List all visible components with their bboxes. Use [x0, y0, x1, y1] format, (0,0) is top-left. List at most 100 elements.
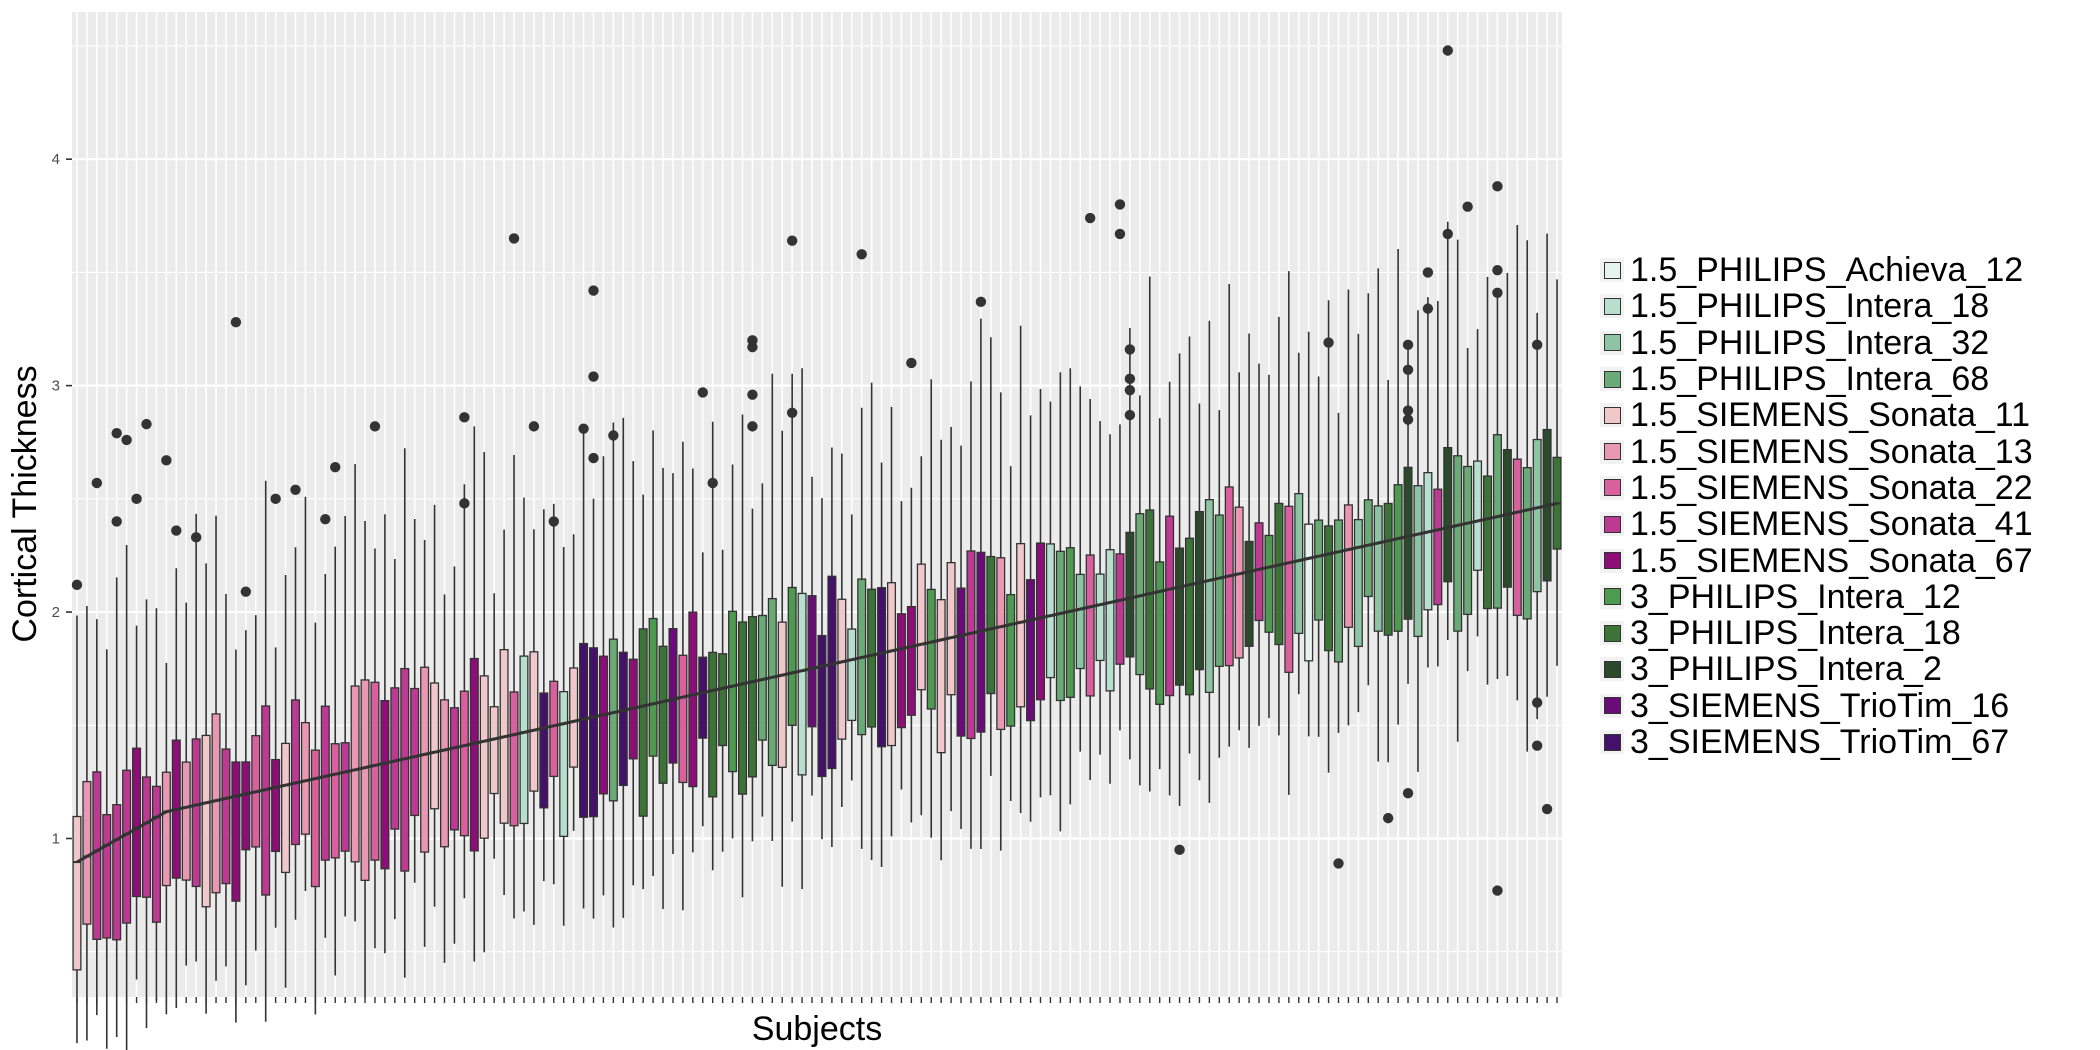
legend-label: 3_PHILIPS_Intera_18 — [1630, 614, 1961, 653]
outlier-point — [1402, 788, 1414, 799]
box — [1085, 554, 1095, 697]
y-tick-label: 3 — [52, 378, 60, 395]
outlier-point — [1402, 364, 1414, 375]
outlier-point — [459, 498, 470, 509]
box — [737, 621, 748, 795]
legend-swatch — [1603, 624, 1621, 642]
box — [787, 586, 797, 726]
box — [241, 761, 251, 851]
y-tick-label: 1 — [52, 830, 60, 847]
outlier-point — [1492, 181, 1503, 192]
legend-swatch — [1603, 733, 1621, 751]
box — [1095, 573, 1105, 662]
outlier-point — [121, 434, 132, 446]
box — [221, 748, 231, 885]
legend-swatch — [1603, 515, 1621, 533]
box — [102, 814, 112, 939]
box — [201, 734, 211, 908]
box — [1065, 547, 1075, 698]
box — [1145, 509, 1155, 690]
legend-key — [1600, 657, 1624, 682]
box — [867, 588, 877, 728]
legend-item: 3_PHILIPS_Intera_12 — [1600, 579, 2033, 615]
box — [827, 575, 837, 770]
legend-key — [1600, 330, 1624, 355]
box — [1532, 438, 1542, 593]
box — [1006, 593, 1016, 727]
legend-item: 3_SIEMENS_TrioTim_67 — [1600, 724, 2033, 760]
outlier-point — [608, 430, 619, 441]
outlier-point — [1382, 812, 1394, 824]
box — [1244, 540, 1254, 647]
outlier-point — [91, 477, 103, 489]
box — [1443, 446, 1453, 583]
outlier-point — [906, 357, 917, 369]
outlier-point — [131, 493, 142, 505]
box — [1294, 492, 1304, 635]
box — [1254, 522, 1264, 622]
outlier-point — [171, 525, 182, 536]
median-trend-line — [76, 501, 1558, 864]
outlier-point — [330, 461, 341, 473]
box — [400, 667, 410, 872]
box — [420, 666, 430, 853]
outlier-point — [1402, 405, 1414, 416]
outlier-point — [747, 389, 758, 400]
box — [509, 691, 519, 827]
box — [1403, 466, 1413, 620]
legend-key — [1600, 621, 1624, 646]
outlier-point — [190, 532, 202, 543]
legend-item: 3_PHILIPS_Intera_18 — [1600, 615, 2033, 651]
outlier-point — [111, 427, 122, 439]
outlier-point — [71, 579, 83, 591]
outlier-point — [369, 421, 381, 432]
legend-swatch — [1603, 334, 1621, 352]
box — [1055, 550, 1065, 702]
legend-label: 3_PHILIPS_Intera_2 — [1630, 650, 1942, 689]
box — [380, 699, 390, 870]
box — [1016, 542, 1026, 708]
box — [1105, 549, 1115, 692]
legend-swatch — [1603, 697, 1621, 715]
box — [966, 550, 976, 740]
box — [847, 628, 857, 722]
legend-label: 3_SIEMENS_TrioTim_67 — [1630, 723, 2010, 761]
box — [777, 621, 787, 768]
legend-item: 1.5_SIEMENS_Sonata_41 — [1600, 506, 2033, 542]
legend: 1.5_PHILIPS_Achieva_12 1.5_PHILIPS_Intera… — [1600, 252, 2033, 760]
box — [1393, 484, 1403, 632]
outlier-point — [270, 493, 281, 505]
box — [1433, 488, 1443, 606]
box — [747, 616, 757, 778]
box — [261, 705, 271, 896]
box — [1343, 504, 1353, 628]
outlier-point — [1333, 858, 1344, 869]
outlier-point — [588, 452, 599, 464]
legend-label: 1.5_SIEMENS_Sonata_13 — [1630, 432, 2033, 471]
legend-item: 1.5_SIEMENS_Sonata_11 — [1600, 397, 2033, 433]
outlier-point — [1531, 339, 1543, 351]
box — [1115, 553, 1125, 665]
outlier-point — [1114, 228, 1126, 240]
box — [439, 699, 450, 848]
outlier-point — [1422, 303, 1434, 314]
box — [688, 611, 698, 788]
box — [1502, 449, 1512, 588]
box — [1234, 506, 1244, 659]
outlier-point — [528, 421, 540, 432]
outlier-point — [290, 484, 301, 495]
legend-label: 1.5_PHILIPS_Intera_18 — [1630, 287, 1990, 326]
box — [579, 642, 589, 818]
box — [310, 749, 320, 888]
box — [1473, 460, 1483, 571]
legend-swatch — [1603, 552, 1621, 570]
box — [211, 713, 221, 894]
outlier-point — [508, 233, 520, 244]
box — [638, 628, 648, 817]
box — [807, 595, 817, 728]
legend-item: 1.5_PHILIPS_Intera_68 — [1600, 361, 2033, 397]
legend-swatch — [1603, 370, 1621, 388]
box — [718, 653, 728, 747]
outlier-point — [707, 477, 718, 489]
